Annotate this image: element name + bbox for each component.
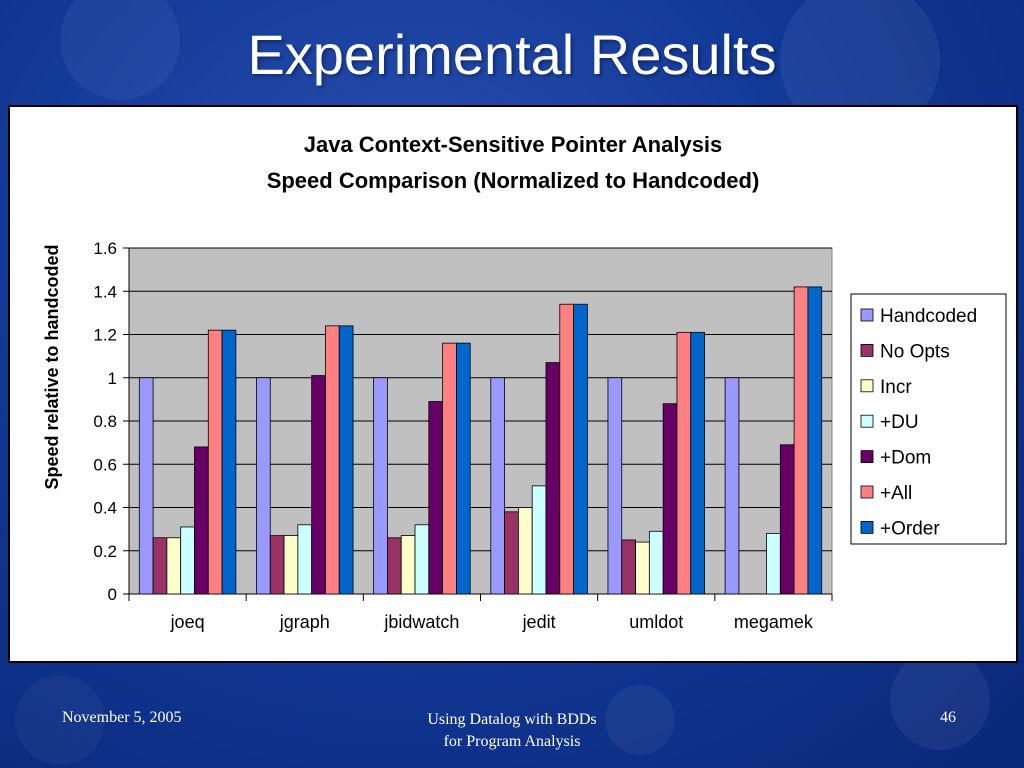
legend-swatch [860, 520, 874, 534]
legend-label: +Dom [880, 448, 931, 469]
bar-incr-jgraph [283, 535, 299, 595]
legend-swatch [860, 485, 874, 499]
chart-panel: Java Context-Sensitive Pointer Analysis … [8, 105, 1018, 663]
legend-swatch [860, 450, 874, 464]
chart-title-line1: Java Context-Sensitive Pointer Analysis [304, 132, 723, 157]
x-tick-label: jgraph [279, 612, 330, 632]
legend-swatch [860, 343, 874, 357]
legend-swatch [860, 379, 874, 393]
y-tick-label: 0.8 [93, 412, 117, 431]
x-tick-label: jbidwatch [383, 612, 459, 632]
footer-title-line2: for Program Analysis [443, 733, 581, 750]
y-tick-label: 0.6 [93, 455, 117, 474]
chart-title-line2: Speed Comparison (Normalized to Handcode… [267, 168, 760, 193]
y-tick-label: 1 [108, 369, 117, 388]
y-tick-label: 1.4 [93, 282, 117, 301]
bar-dom-megamek [779, 444, 795, 595]
y-tick-label: 0.2 [93, 542, 117, 561]
bar-order-jedit [573, 303, 588, 595]
bar-incr-jbidwatch [400, 535, 416, 595]
x-tick-label: megamek [734, 612, 814, 632]
bar-du-joeq [180, 526, 195, 595]
y-axis-label: Speed relative to handcoded [42, 244, 62, 489]
bar-dom-umldot [662, 403, 678, 595]
legend-label: +DU [880, 412, 919, 433]
plot-area: 0 0.2 0.4 0.6 0.8 1 1.2 1.4 1.6 joeq jgraph jbidwat… [93, 239, 833, 632]
legend-label: Incr [880, 377, 912, 398]
bar-handcoded-jbidwatch [373, 377, 388, 595]
bar-du-megamek [766, 533, 781, 595]
y-tick-label: 0 [108, 585, 117, 604]
bar-handcoded-jedit [490, 377, 505, 595]
bar-order-joeq [221, 329, 237, 595]
bar-all-umldot [676, 331, 692, 595]
legend: Handcoded No Opts Incr +DU +Dom +All +Order [850, 293, 1007, 545]
bar-dom-jedit [545, 362, 561, 595]
footer-presentation-title: Using Datalog with BDDs for Program Anal… [362, 709, 662, 753]
bar-all-jedit [559, 303, 574, 595]
legend-swatch [860, 414, 874, 428]
legend-label: +All [880, 483, 912, 504]
bar-du-jgraph [297, 524, 313, 595]
bar-order-jgraph [338, 325, 354, 595]
legend-label: +Order [880, 518, 940, 539]
x-tick-label: jedit [522, 612, 556, 632]
bar-all-megamek [793, 286, 809, 595]
bar-handcoded-jgraph [256, 377, 271, 595]
bar-du-umldot [648, 530, 664, 595]
bar-du-jbidwatch [414, 524, 430, 595]
y-tick-label: 1.6 [93, 239, 117, 258]
slide-title: Experimental Results [247, 23, 777, 86]
bar-incr-joeq [166, 537, 182, 595]
legend-label: Handcoded [880, 306, 977, 327]
legend-box [850, 293, 1007, 545]
legend-swatch [860, 308, 874, 322]
bar-order-umldot [690, 331, 705, 595]
bar-chart: Java Context-Sensitive Pointer Analysis … [42, 132, 1007, 632]
bar-incr-jedit [517, 507, 533, 595]
bar-du-jedit [531, 485, 547, 595]
bar-no-opts-jgraph [269, 535, 285, 595]
bar-handcoded-umldot [607, 377, 623, 595]
bar-dom-jgraph [311, 375, 326, 595]
page-number: 46 [940, 709, 956, 726]
bar-no-opts-jbidwatch [387, 537, 402, 595]
footer-title-line1: Using Datalog with BDDs [427, 711, 597, 728]
bar-handcoded-megamek [724, 377, 740, 595]
bar-all-jgraph [325, 325, 340, 595]
bar-no-opts-umldot [621, 539, 636, 595]
bar-no-opts-jedit [504, 511, 519, 595]
bar-dom-joeq [194, 446, 209, 595]
bar-all-joeq [207, 329, 223, 595]
legend-label: No Opts [880, 341, 950, 362]
bar-no-opts-joeq [152, 537, 168, 595]
y-tick-label: 1.2 [93, 326, 117, 345]
bar-all-jbidwatch [442, 342, 457, 595]
footer-date: November 5, 2005 [62, 709, 182, 726]
bar-incr-umldot [635, 541, 650, 595]
bar-order-megamek [807, 286, 823, 595]
y-tick-label: 0.4 [93, 499, 117, 518]
x-tick-label: joeq [170, 612, 205, 632]
bar-order-jbidwatch [456, 342, 471, 595]
bar-dom-jbidwatch [428, 401, 444, 595]
bar-handcoded-joeq [138, 377, 154, 595]
x-tick-label: umldot [629, 612, 683, 632]
